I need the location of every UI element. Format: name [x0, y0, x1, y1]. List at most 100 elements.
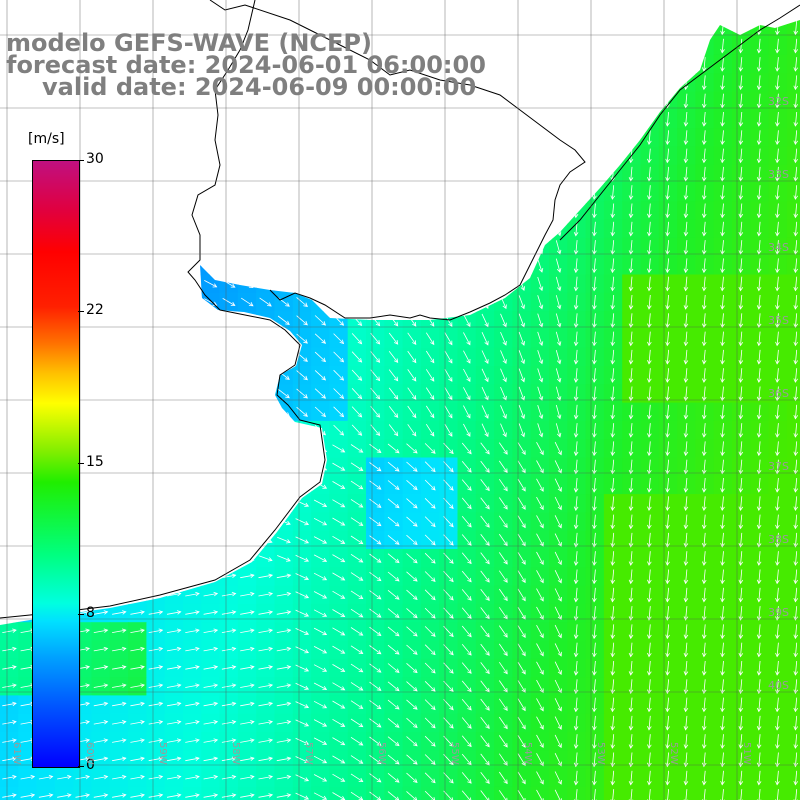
speed-cell: [457, 292, 477, 312]
speed-cell: [677, 36, 696, 56]
wind-arrow: [2, 481, 17, 488]
speed-cell: [237, 384, 257, 404]
speed-cell: [256, 146, 276, 166]
speed-cell: [0, 219, 19, 239]
wind-arrow: [444, 112, 453, 126]
wind-arrow: [222, 261, 236, 270]
wind-arrow: [148, 446, 164, 451]
wind-arrow: [295, 481, 310, 489]
speed-cell: [494, 36, 513, 56]
speed-cell: [402, 274, 422, 294]
speed-cell: [146, 366, 166, 385]
wind-arrow: [647, 75, 652, 91]
wind-arrow: [259, 425, 272, 435]
speed-cell: [109, 439, 129, 459]
speed-cell: [183, 146, 202, 166]
speed-cell: [622, 20, 642, 38]
speed-cell: [109, 530, 129, 550]
wind-arrow: [93, 555, 109, 561]
speed-cell: [219, 183, 239, 202]
speed-cell: [549, 146, 568, 166]
speed-cell: [36, 786, 56, 800]
speed-cell: [494, 0, 513, 19]
speed-cell: [237, 347, 257, 367]
wind-arrow: [500, 258, 507, 273]
speed-cell: [786, 695, 800, 715]
wind-arrow: [573, 130, 579, 146]
wind-arrow: [259, 151, 272, 161]
wind-arrow: [203, 464, 219, 470]
wind-arrow: [683, 20, 689, 36]
speed-cell: [311, 274, 330, 294]
wind-arrow: [57, 8, 71, 12]
speed-cell: [219, 475, 239, 495]
speed-cell: [658, 36, 678, 56]
speed-cell: [109, 402, 129, 422]
wind-arrow: [407, 222, 417, 236]
wind-arrow: [240, 389, 254, 398]
wind-arrow: [240, 224, 254, 234]
wind-arrow: [518, 258, 525, 273]
longitude-label: 54W: [522, 742, 533, 765]
speed-cell: [402, 219, 422, 239]
speed-cell: [201, 402, 221, 422]
wind-arrow: [388, 186, 399, 199]
speed-cell: [366, 109, 385, 129]
longitude-label: 53W: [595, 742, 606, 765]
wind-arrow: [185, 519, 200, 525]
speed-cell: [384, 256, 404, 276]
wind-arrow: [518, 57, 525, 72]
wind-arrow: [112, 153, 127, 159]
speed-cell: [658, 54, 678, 74]
wind-arrow: [647, 93, 652, 109]
wind-arrow: [2, 153, 17, 158]
speed-cell: [530, 201, 550, 221]
wind-arrow: [93, 208, 109, 214]
wind-arrow: [111, 445, 127, 451]
speed-cell: [219, 109, 239, 129]
colorbar-tick-mark: [78, 463, 84, 464]
speed-cell: [366, 786, 385, 800]
speed-cell: [384, 183, 404, 202]
wind-arrow: [555, 221, 562, 237]
speed-cell: [274, 439, 294, 459]
wind-arrow: [757, 2, 761, 16]
wind-arrow: [555, 112, 562, 127]
wind-arrow: [610, 93, 616, 109]
wind-arrow: [628, 57, 634, 72]
wind-arrow: [148, 501, 164, 506]
wind-arrow: [444, 39, 453, 53]
wind-arrow: [628, 38, 634, 54]
wind-arrow: [2, 263, 17, 268]
wind-arrow: [537, 130, 544, 145]
wind-arrow: [259, 407, 272, 417]
speed-cell: [292, 457, 312, 477]
speed-cell: [292, 219, 312, 239]
speed-cell: [164, 183, 184, 202]
speed-cell: [183, 347, 202, 367]
wind-arrow: [518, 148, 525, 163]
speed-cell: [658, 91, 678, 111]
speed-cell: [146, 219, 166, 239]
speed-cell: [530, 128, 550, 147]
wind-arrow: [315, 4, 325, 14]
speed-cell: [530, 54, 550, 74]
speed-cell: [274, 457, 294, 477]
wind-arrow: [388, 222, 399, 235]
speed-cell: [420, 109, 440, 129]
speed-cell: [237, 109, 257, 129]
wind-arrow: [186, 6, 199, 12]
wind-arrow: [463, 222, 471, 236]
speed-cell: [146, 457, 166, 477]
latitude-label: 36S: [768, 387, 789, 400]
wind-arrow: [425, 240, 435, 254]
wind-arrow: [425, 259, 435, 272]
wind-arrow: [204, 170, 218, 178]
wind-arrow: [166, 519, 182, 525]
speed-cell: [109, 549, 129, 568]
speed-cell: [201, 512, 221, 532]
speed-cell: [475, 274, 495, 294]
speed-cell: [128, 219, 147, 239]
wind-arrow: [149, 7, 162, 13]
wind-arrow: [75, 135, 91, 141]
